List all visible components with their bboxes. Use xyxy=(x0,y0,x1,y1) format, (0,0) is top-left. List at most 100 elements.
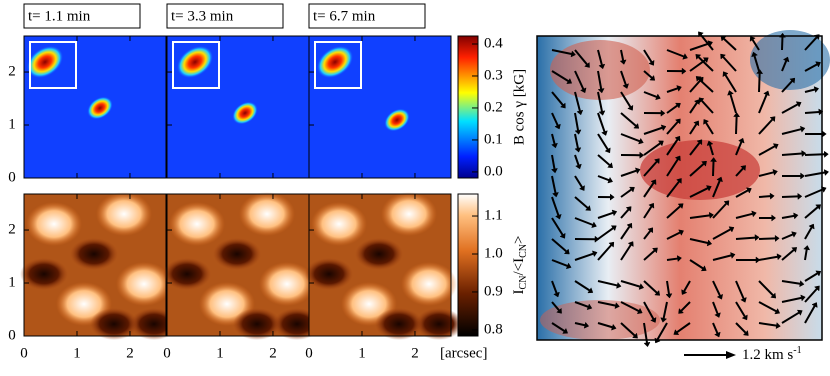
flow-arrow xyxy=(753,55,760,72)
flow-arrow-head xyxy=(591,250,598,258)
flow-arrow xyxy=(758,195,771,198)
flow-arrow xyxy=(666,231,681,240)
flow-arrow-head xyxy=(607,162,613,168)
flow-arrow xyxy=(643,230,652,240)
flow-arrow-head xyxy=(614,302,620,310)
colorbar-tick-label: 0.1 xyxy=(484,131,503,147)
flow-arrow xyxy=(758,73,761,93)
flow-arrow-head xyxy=(702,57,709,64)
flow-arrow-head xyxy=(585,205,591,211)
flow-arrow xyxy=(620,225,631,240)
flow-arrow xyxy=(781,128,802,135)
flow-arrow-head xyxy=(576,109,584,116)
flow-arrow xyxy=(574,280,591,292)
flow-arrow xyxy=(758,237,776,240)
bright-granule xyxy=(311,202,367,246)
flow-arrow-head xyxy=(791,247,798,253)
panel-frame xyxy=(23,35,167,179)
flow-arrow-head xyxy=(580,87,587,94)
panel-title: t= 6.7 min xyxy=(313,8,376,24)
flow-arrow-head xyxy=(695,76,702,82)
flow-arrow xyxy=(597,133,609,150)
flow-arrow xyxy=(597,227,614,240)
flow-arrow xyxy=(697,56,714,72)
flow-arrow-head xyxy=(616,281,622,289)
flow-arrow-head xyxy=(763,90,770,97)
velocity-key-label: 1.2 km s-1 xyxy=(742,345,802,363)
flow-arrow-head xyxy=(559,232,566,239)
flow-arrow-head xyxy=(632,332,638,339)
flow-arrow xyxy=(781,296,802,303)
flow-arrow-head xyxy=(789,77,796,84)
dark-lane xyxy=(90,308,138,340)
flow-arrow-head xyxy=(811,302,818,308)
flow-arrow xyxy=(804,206,819,219)
flow-arrow-head xyxy=(681,67,687,75)
flow-arrow-head xyxy=(822,130,827,138)
flow-arrow-head xyxy=(652,247,658,254)
flow-arrow-head xyxy=(575,163,582,170)
flow-arrow-head xyxy=(740,165,746,171)
flow-arrow-head xyxy=(551,142,558,149)
flow-arrow xyxy=(662,301,668,319)
y-tick-label: 2 xyxy=(8,63,16,79)
flow-arrow-head xyxy=(696,139,703,146)
flow-arrow-head xyxy=(708,211,714,219)
flow-arrow xyxy=(620,188,632,198)
flow-arrow xyxy=(643,160,658,177)
flow-arrow xyxy=(735,141,743,156)
roi-box xyxy=(314,41,362,89)
flow-arrow xyxy=(574,49,588,66)
flow-arrow xyxy=(712,301,719,315)
flow-arrow-head xyxy=(594,235,600,243)
flow-arrow xyxy=(643,91,658,98)
flow-arrow-head xyxy=(654,289,661,296)
flow-arrow xyxy=(689,238,709,244)
flow-arrow xyxy=(551,91,564,106)
flow-arrow xyxy=(758,301,777,313)
flow-arrow-head xyxy=(700,265,707,272)
flow-arrow-head xyxy=(574,129,582,135)
flow-arrow xyxy=(781,233,794,240)
flow-arrow-head xyxy=(795,101,802,108)
flow-arrow-head xyxy=(655,93,661,101)
x-axis-label: [arcsec] xyxy=(440,345,487,361)
flow-arrow-head xyxy=(650,317,657,323)
flow-arrow xyxy=(804,63,818,72)
flow-arrow xyxy=(574,252,594,261)
flow-arrow xyxy=(551,301,560,311)
flow-arrow-head xyxy=(639,151,645,159)
panels xyxy=(20,35,463,340)
flow-arrow xyxy=(574,301,589,308)
panel-frame xyxy=(23,193,167,337)
flux-patch xyxy=(232,101,258,125)
x-tick-label: 0 xyxy=(305,345,313,361)
flow-arrow xyxy=(551,196,560,216)
flow-arrow-head xyxy=(676,255,682,263)
flow-arrow xyxy=(712,161,715,177)
flow-arrow-head xyxy=(742,330,749,336)
flow-arrow-head xyxy=(775,322,781,330)
flow-arrow-head xyxy=(730,252,736,259)
flow-arrow xyxy=(804,227,813,240)
dark-lane xyxy=(375,308,423,340)
flow-arrow-head xyxy=(714,312,721,318)
flow-arrow xyxy=(666,180,680,198)
x-tick-label: 0 xyxy=(20,345,28,361)
flow-arrow-head xyxy=(591,221,597,229)
flow-arrow xyxy=(735,212,753,219)
flow-arrow-head xyxy=(706,239,713,247)
flow-arrow xyxy=(666,121,679,135)
flow-arrow-head xyxy=(610,225,617,232)
flow-arrow-head xyxy=(771,214,777,222)
flow-arrow-head xyxy=(660,124,667,132)
flow-arrow xyxy=(804,110,820,114)
flow-arrow xyxy=(666,104,678,114)
flow-arrow xyxy=(551,322,565,332)
flow-arrow xyxy=(551,133,556,145)
flow-arrow-head xyxy=(633,122,640,129)
flow-arrow xyxy=(804,288,818,303)
flow-arrow-head xyxy=(823,169,830,177)
flow-arrow-head xyxy=(660,109,666,117)
